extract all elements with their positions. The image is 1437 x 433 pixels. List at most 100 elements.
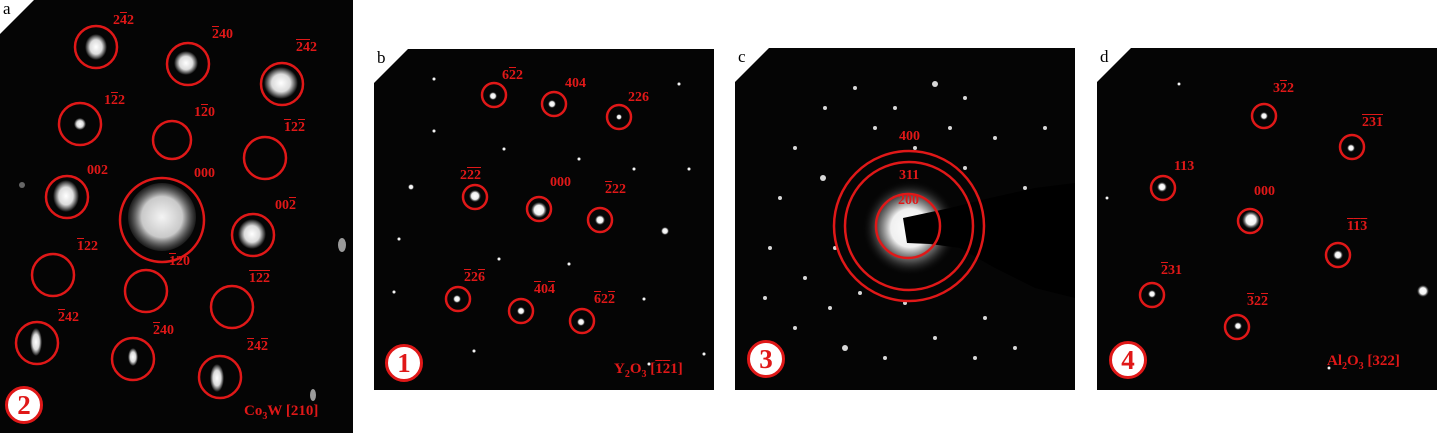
ring-200 [874,192,942,260]
ring-400 [832,149,986,303]
corner-tab [374,49,408,83]
marker-circle [165,41,211,87]
marker-circle [110,336,156,382]
central-spot [128,183,196,251]
marker-circle [123,268,169,314]
panel-number-badge: 1 [385,344,423,382]
index-label: 122 [104,93,125,108]
marker-circle [525,195,553,223]
index-label: 002 [275,198,296,213]
marker-circle [259,61,305,107]
panel-d-al2o3-diffraction: d 322 231 113 000 113 231 322 4 Al2O3 [3… [1097,48,1437,390]
panel-a-pattern [14,24,346,401]
ring-label: 311 [899,168,920,183]
marker-circle [209,284,255,330]
spot [264,67,298,99]
index-label: 226 [464,270,485,285]
marker-circle [151,119,193,161]
index-label: 231 [1161,263,1182,278]
marker-circle [1250,102,1278,130]
panel-caption: Co3W [210] [244,403,319,422]
index-label: 240 [153,323,174,338]
index-label: 322 [1247,294,1268,309]
panel-b-pattern [392,77,706,366]
ring-311 [843,160,975,292]
panel-letter: c [738,48,746,66]
spot [85,34,107,60]
marker-circle [1236,207,1264,235]
index-label: 622 [594,292,615,307]
marker-circle [605,103,633,131]
marker-circle [1149,174,1177,202]
corner-tab [0,0,34,34]
marker-circle [480,81,508,109]
panel-c-pattern [763,81,1075,360]
index-label: 222 [605,182,626,197]
marker-circle [507,297,535,325]
index-label: 404 [565,76,586,91]
corner-tab [735,48,769,82]
marker-circle [1223,313,1251,341]
corner-tab [1097,48,1131,82]
central-marker-circle [118,176,206,264]
spot [19,182,25,188]
marker-circle [30,252,76,298]
marker-circle [44,174,90,220]
index-label: 120 [194,105,215,120]
index-label: 242 [58,310,79,325]
panel-a-co3w-diffraction: a 242 240 242 122 120 122 002 000 002 12… [0,0,353,433]
index-label: 242 [247,339,268,354]
index-label: 242 [113,13,134,28]
index-label: 322 [1273,81,1294,96]
index-label: 000 [550,175,571,190]
index-label: 122 [284,120,305,135]
marker-circle [1324,241,1352,269]
spot [128,348,138,366]
panel-letter: b [377,49,386,67]
panel-letter: a [3,0,11,18]
marker-circle [197,354,243,400]
index-label: 113 [1174,159,1195,174]
panel-d-pattern [1105,82,1429,370]
marker-circle [444,285,472,313]
marker-circle [14,320,60,366]
index-label: 404 [534,282,555,297]
panel-caption: Y2O3 [121] [614,361,683,380]
index-label: 000 [1254,184,1275,199]
marker-circle [540,90,568,118]
panel-number-badge: 2 [5,386,43,424]
spot [210,364,224,392]
beam-stopper [903,183,1075,298]
marker-circle [73,24,119,70]
index-label: 000 [194,166,215,181]
index-label: 231 [1362,115,1383,130]
spot [238,219,266,249]
index-label: 122 [77,239,98,254]
index-label: 113 [1347,219,1368,234]
marker-circle [230,212,276,258]
panel-number-badge: 3 [747,340,785,378]
index-label: 622 [502,68,523,83]
spot [53,180,79,212]
panel-c-ring-pattern: c 400 311 200 3 [735,48,1075,390]
marker-circle [1138,281,1166,309]
panel-number-badge: 4 [1109,341,1147,379]
index-label: 222 [460,168,481,183]
index-label: 120 [169,254,190,269]
spot [30,328,42,356]
panel-caption: Al2O3 [322] [1327,353,1400,372]
index-label: 242 [296,40,317,55]
spot [74,118,86,130]
marker-circle [568,307,596,335]
marker-circle [586,206,614,234]
spot [338,238,346,252]
spot [310,389,316,401]
spot [174,51,198,75]
index-label: 240 [212,27,233,42]
marker-circle [242,135,288,181]
ring-label: 400 [899,129,920,144]
index-label: 226 [628,90,649,105]
marker-circle [461,183,489,211]
marker-circle [1338,133,1366,161]
marker-circle [57,101,103,147]
